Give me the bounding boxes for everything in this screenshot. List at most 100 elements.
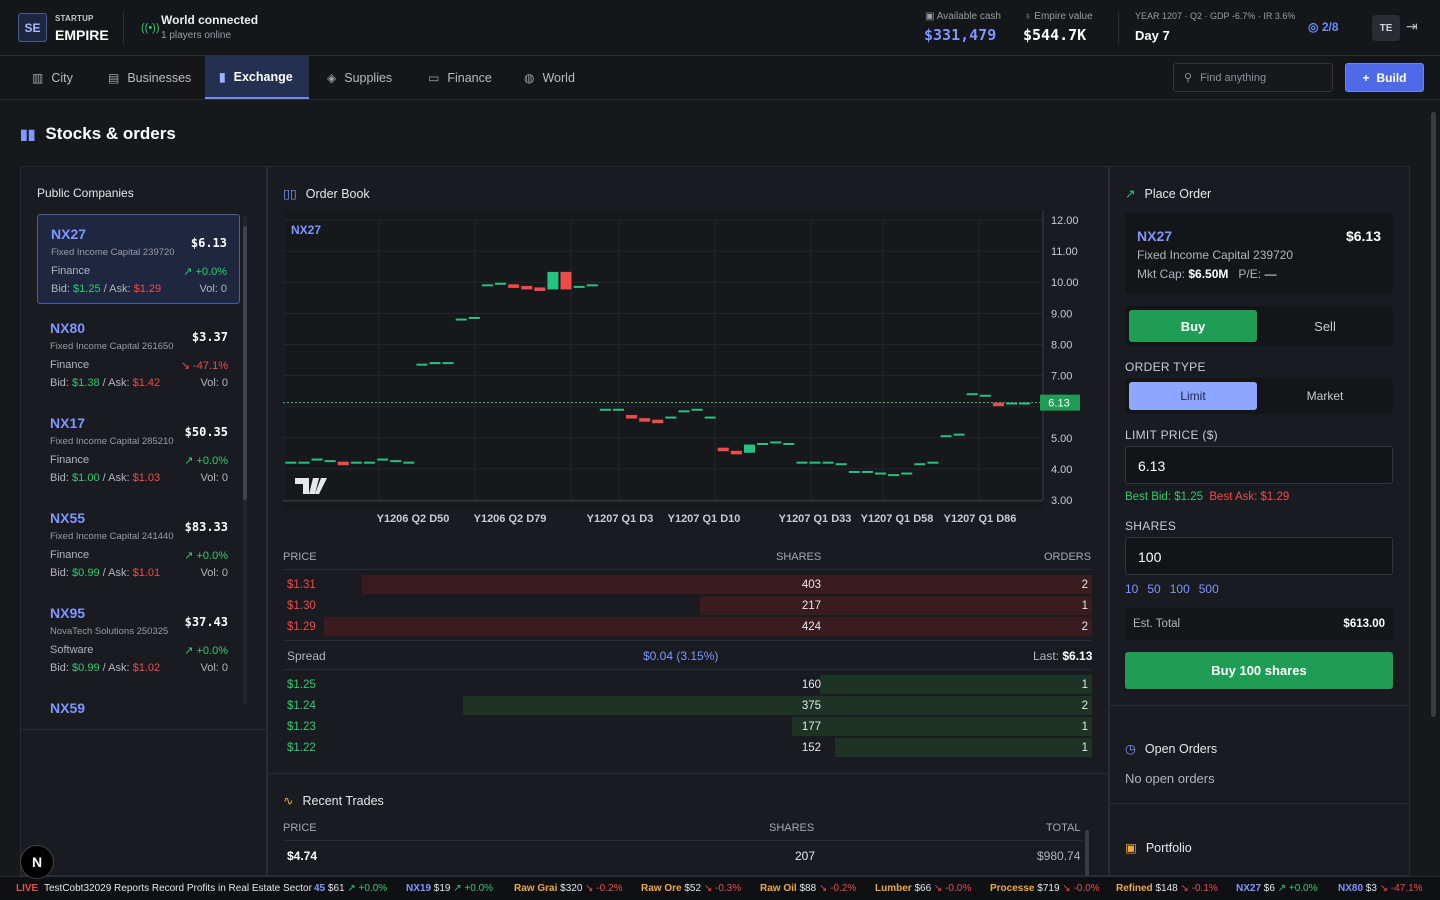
level-shares: 152 (801, 742, 821, 754)
ticker-item[interactable]: Raw Oil $88 ↘ -0.2% (760, 883, 856, 894)
n-badge[interactable]: N (20, 845, 54, 879)
company-name: Fixed Income Capital 239720 (51, 247, 175, 258)
candle (704, 416, 716, 419)
order-type-toggle: Limit Market (1125, 378, 1393, 414)
company-item-nx80[interactable]: NX80 $3.37 Fixed Income Capital 261650 Fina… (37, 309, 240, 399)
candle (888, 474, 900, 477)
limit-price-input[interactable]: 6.13 (1125, 446, 1393, 484)
bid-level-row[interactable]: $1.25 160 1 (283, 675, 1092, 694)
players-online: 1 players online (161, 30, 232, 41)
mktcap-label: Mkt Cap: (1137, 267, 1186, 281)
ask-level-row[interactable]: $1.29 424 2 (283, 617, 1092, 636)
ticker-item[interactable]: NX27 $6 ↗ +0.0% (1236, 883, 1318, 894)
company-item-nx59[interactable]: NX59 (37, 689, 240, 719)
company-item-nx95[interactable]: NX95 $37.43 NovaTech Solutions 250325 Softw… (37, 594, 240, 684)
x-tick-label: Y1207 Q1 D86 (944, 513, 1017, 525)
company-sector: Finance (50, 454, 90, 466)
ticker-change-value: +0.0% (1288, 883, 1318, 894)
page-title-text: Stocks & orders (45, 124, 176, 143)
logout-icon[interactable]: ⇥ (1406, 18, 1418, 34)
ticker-item[interactable]: NX19 $19 ↗ +0.0% (406, 883, 493, 894)
order-title: ↗ Place Order (1125, 186, 1211, 202)
level-orders: 1 (1081, 742, 1088, 754)
tab-businesses[interactable]: ▤ Businesses (94, 56, 205, 99)
search-input[interactable]: ⚲ Find anything (1173, 63, 1333, 92)
ask-label: Ask: (108, 472, 130, 484)
ticker-change-value: +0.0% (464, 883, 494, 894)
candle (927, 461, 939, 464)
x-tick-label: Y1206 Q2 D50 (377, 513, 450, 525)
ticker-item[interactable]: Raw Ore $52 ↘ -0.3% (641, 883, 741, 894)
globe-icon: ◍ (524, 70, 535, 85)
avatar[interactable]: TE (1372, 15, 1400, 41)
trades-scrollbar[interactable] (1085, 830, 1089, 876)
ticker-price: $6 (1263, 883, 1275, 894)
quick-50[interactable]: 50 (1147, 582, 1161, 596)
tab-exchange[interactable]: ▮ Exchange (205, 56, 309, 99)
ticker-item[interactable]: NX80 $3 ↘ -47.1% (1338, 883, 1423, 894)
sell-tab[interactable]: Sell (1314, 318, 1336, 334)
tab-supplies[interactable]: ◈ Supplies (313, 56, 406, 99)
companies-scrollbar[interactable] (243, 226, 247, 500)
bid-value: $0.99 (72, 567, 100, 579)
build-button[interactable]: + Build (1345, 63, 1424, 92)
tab-city[interactable]: ▥ City (18, 56, 87, 99)
ticker-item[interactable]: Refined $148 ↘ -0.1% (1116, 883, 1218, 894)
ticker-item[interactable]: 45 $61 ↗ +0.0% (314, 883, 387, 894)
candle (940, 435, 952, 438)
ask-value: $1.02 (132, 662, 161, 674)
bid-level-row[interactable]: $1.22 152 1 (283, 738, 1092, 757)
goals-progress[interactable]: ◎ 2/8 (1308, 20, 1339, 34)
company-sector: Finance (51, 265, 91, 277)
x-tick-label: Y1206 Q2 D79 (474, 513, 547, 525)
market-tab[interactable]: Market (1306, 389, 1344, 403)
quote-ticker: NX27 (1137, 228, 1173, 244)
candle (757, 443, 769, 445)
company-bid-ask: Bid: $0.99 / Ask: $1.02 (50, 662, 161, 674)
limit-tab[interactable]: Limit (1129, 382, 1257, 410)
ticker-change-value: +0.0% (358, 883, 388, 894)
cash-value: $331,479 (924, 26, 997, 44)
buy-tab[interactable]: Buy (1129, 310, 1257, 342)
ticker-price: $3 (1365, 883, 1377, 894)
x-tick-label: Y1207 Q1 D3 (587, 513, 654, 525)
candle (534, 287, 546, 291)
bid-label: Bid: (51, 283, 70, 295)
company-item-nx17[interactable]: NX17 $50.35 Fixed Income Capital 285210 Fin… (37, 404, 240, 494)
ask-level-row[interactable]: $1.30 217 1 (283, 596, 1092, 615)
ticker-change: ↘ -0.2% (818, 883, 857, 894)
tab-world[interactable]: ◍ World (510, 56, 589, 99)
trades-header-total: TOTAL (1046, 822, 1081, 834)
ticker-item[interactable]: Processe $719 ↘ -0.0% (990, 883, 1100, 894)
day-counter: Day 7 (1135, 28, 1170, 43)
ask-level-row[interactable]: $1.31 403 2 (283, 575, 1092, 594)
ask-label: Ask: (108, 567, 130, 579)
quick-100[interactable]: 100 (1169, 582, 1190, 596)
quick-500[interactable]: 500 (1198, 582, 1219, 596)
quick-10[interactable]: 10 (1125, 582, 1139, 596)
company-item-nx55[interactable]: NX55 $83.33 Fixed Income Capital 241440 Fin… (37, 499, 240, 589)
price-chart[interactable]: 12.00 11.00 10.00 9.00 8.00 7.00 6.13 5.00 4.00 3… (283, 210, 1083, 530)
submit-order-button[interactable]: Buy 100 shares (1125, 652, 1393, 689)
page-scrollbar[interactable] (1431, 112, 1436, 717)
ask-value: $1.03 (132, 472, 161, 484)
company-volume: Vol: 0 (200, 567, 228, 579)
bid-value: $1.38 (72, 377, 100, 389)
shares-input[interactable]: 100 (1125, 537, 1393, 575)
trophy-icon: ♁ (1024, 11, 1032, 22)
ticker-change-value: -0.2% (596, 883, 623, 894)
quote-card: NX27 $6.13 Fixed Income Capital 239720 M… (1125, 213, 1393, 294)
bid-label: Bid: (50, 472, 69, 484)
empire-value: $544.7K (1023, 26, 1087, 44)
candle (848, 471, 860, 473)
headline: TestCobt32029 Reports Record Profits in … (44, 883, 312, 894)
ticker-price: $148 (1155, 883, 1178, 894)
ticker-item[interactable]: Lumber $66 ↘ -0.0% (875, 883, 971, 894)
bid-level-row[interactable]: $1.23 177 1 (283, 717, 1092, 736)
spread-value: $0.04 (3.15%) (643, 649, 719, 663)
bid-level-row[interactable]: $1.24 375 2 (283, 696, 1092, 715)
tab-finance[interactable]: ▭ Finance (414, 56, 506, 99)
ticker-item[interactable]: Raw Grai $320 ↘ -0.2% (514, 883, 622, 894)
search-placeholder: Find anything (1200, 71, 1267, 84)
company-item-nx27[interactable]: NX27 $6.13 Fixed Income Capital 239720 Fina… (37, 214, 240, 304)
